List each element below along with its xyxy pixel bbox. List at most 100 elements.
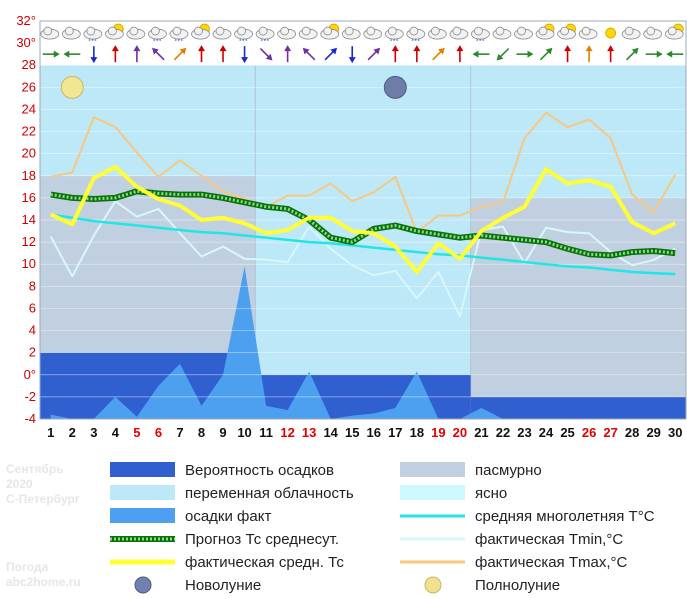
y-tick-label: 30° — [16, 35, 36, 50]
wind-arrow-head — [348, 57, 356, 64]
y-tick-label: 6 — [29, 300, 36, 315]
wind-arrow-head — [133, 45, 141, 52]
cloud-icon — [277, 26, 297, 40]
cloud-puff — [452, 26, 462, 36]
rain-cloud-icon — [234, 26, 253, 41]
side-info: Сентябрь 2020 С-Петербург — [6, 462, 80, 507]
wind-arrow-icon — [516, 50, 534, 58]
x-tick-label: 19 — [431, 425, 445, 440]
brand-line-2: abc2home.ru — [6, 575, 81, 589]
y-tick-label: 12 — [22, 234, 36, 249]
wind-arrow-icon — [111, 45, 119, 63]
cloud-puff — [258, 26, 268, 36]
x-tick-label: 26 — [582, 425, 596, 440]
legend-label-forecast: Прогноз Тс среднесут. — [185, 531, 339, 548]
x-tick-label: 2 — [69, 425, 76, 440]
cloud-icon — [514, 26, 533, 40]
wind-arrow-icon — [63, 50, 81, 58]
wind-arrow-head — [656, 50, 663, 58]
wind-arrow-icon — [539, 47, 553, 61]
wind-arrow-icon — [413, 45, 421, 63]
legend-label-overcast: пасмурно — [475, 462, 542, 479]
wind-arrow-head — [527, 50, 534, 58]
wind-arrow-icon — [456, 45, 464, 63]
cloud-puff — [366, 26, 376, 36]
wind-arrow-head — [456, 45, 464, 52]
x-tick-label: 25 — [560, 425, 574, 440]
wind-arrow-head — [391, 45, 399, 52]
full-moon-icon — [60, 75, 84, 99]
cloud-icon — [40, 26, 60, 40]
wind-arrow-icon — [302, 47, 316, 61]
cloud-icon — [427, 26, 447, 40]
x-tick-label: 9 — [219, 425, 226, 440]
cloud-puff — [215, 26, 225, 36]
legend-label-precip_fact: осадки факт — [185, 508, 271, 525]
wind-arrow-icon — [607, 45, 615, 63]
wind-arrow-head — [666, 50, 673, 58]
rain-cloud-icon — [169, 26, 189, 41]
cloud-puff — [172, 26, 182, 36]
cloud-puff — [560, 26, 569, 36]
x-tick-label: 18 — [410, 425, 424, 440]
cloud-puff — [646, 26, 656, 36]
y-tick-label: 10 — [22, 256, 36, 271]
wind-arrow-icon — [284, 45, 292, 63]
x-tick-label: 7 — [176, 425, 183, 440]
legend-label-actual: фактическая средн. Тс — [185, 554, 344, 571]
y-tick-label: 28 — [22, 57, 36, 72]
legend-swatch-clear — [400, 485, 465, 500]
rain-cloud-icon — [255, 26, 275, 41]
wind-arrow-icon — [90, 46, 98, 64]
tmin-line — [49, 200, 676, 318]
wind-arrow-head — [265, 53, 273, 61]
month-label: Сентябрь — [6, 462, 64, 476]
cloud-puff — [323, 26, 333, 36]
wind-arrow-head — [53, 50, 60, 58]
y-tick-label: 24 — [22, 101, 36, 116]
y-tick-label: 0° — [24, 367, 36, 382]
tmax-line — [50, 111, 677, 234]
wind-arrow-icon — [241, 46, 249, 64]
legend-label-precip_prob: Вероятность осадков — [185, 462, 334, 479]
cloud-puff — [194, 26, 203, 36]
wind-arrow-head — [373, 47, 381, 55]
x-tick-label: 17 — [388, 425, 402, 440]
wind-arrow-head — [241, 57, 249, 64]
wind-arrow-head — [302, 47, 310, 55]
x-tick-label: 1 — [47, 425, 54, 440]
wind-arrow-icon — [324, 47, 338, 61]
legend-label-new_moon: Новолуние — [185, 577, 261, 594]
x-tick-label: 20 — [453, 425, 467, 440]
wind-arrow-head — [413, 45, 421, 52]
cloud-puff — [280, 26, 290, 36]
wind-arrow-head — [198, 45, 205, 52]
city-label: С-Петербург — [6, 492, 80, 506]
wind-arrow-head — [179, 47, 187, 55]
actual-mean-line — [49, 164, 677, 274]
cloud-puff — [387, 26, 397, 36]
cloud-puff — [517, 26, 526, 36]
y-tick-label: 26 — [22, 79, 36, 94]
sun-disc — [605, 27, 617, 39]
x-tick-label: 12 — [280, 425, 294, 440]
x-tick-label: 21 — [474, 425, 488, 440]
sun-cloud-icon — [104, 23, 124, 40]
plot-frame — [39, 20, 687, 420]
cloud-puff — [151, 26, 160, 36]
x-tick-label: 11 — [259, 425, 273, 440]
cloud-puff — [237, 26, 246, 36]
cloud-puff — [624, 26, 634, 36]
wind-arrow-icon — [173, 47, 187, 61]
wind-arrow-head — [607, 45, 615, 52]
rain-cloud-icon — [406, 26, 426, 41]
wind-arrow-head — [631, 47, 639, 55]
wind-arrow-icon — [219, 45, 227, 63]
legend-label-tmin: фактическая Tmin,°C — [475, 531, 623, 548]
y-tick-label: 8 — [29, 278, 36, 293]
x-tick-label: 29 — [646, 425, 660, 440]
cloud-puff — [64, 26, 74, 36]
y-tick-label: -2 — [24, 389, 36, 404]
wind-arrow-head — [438, 47, 445, 55]
